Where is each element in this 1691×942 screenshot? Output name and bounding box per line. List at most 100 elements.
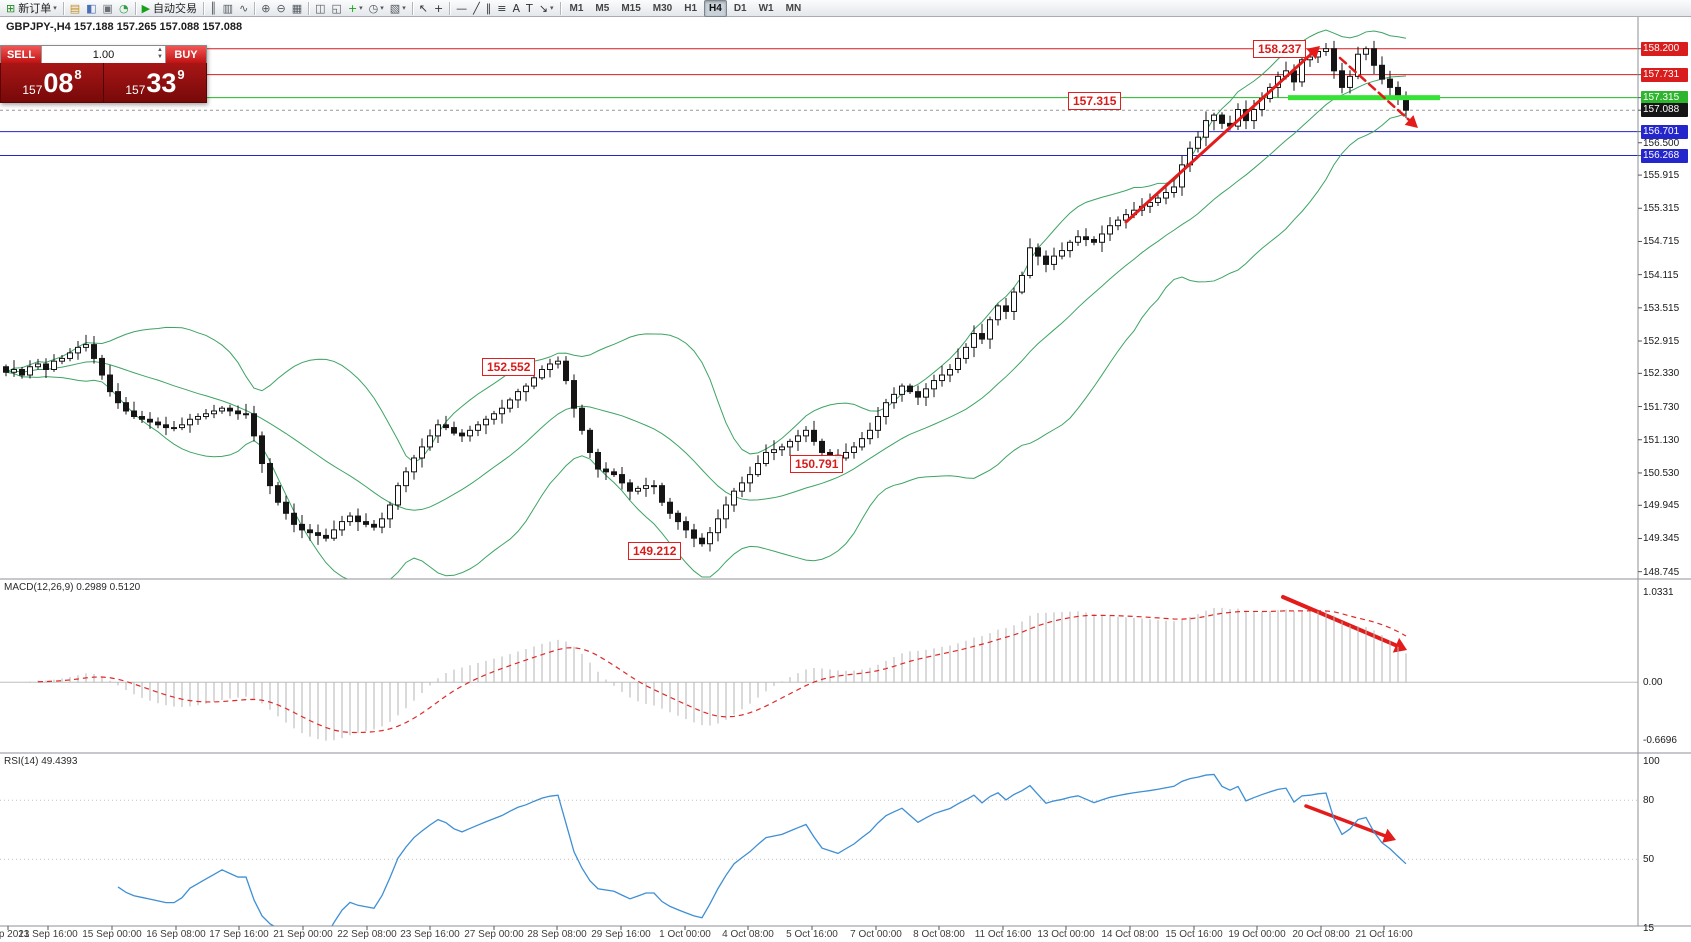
rsi-down-arrow	[1382, 828, 1396, 843]
scale-tick-label: 151.730	[1643, 401, 1680, 413]
price-panel-graphics	[0, 29, 1638, 579]
tile-windows-icon: ◱	[331, 1, 342, 15]
new-order-icon: ⊞	[6, 1, 16, 15]
rsi-panel-graphics	[0, 773, 1638, 926]
crosshair-button[interactable]: +	[431, 1, 446, 16]
text-button[interactable]: A	[510, 1, 524, 16]
caret-down-icon: ▾	[549, 4, 554, 12]
price-badge: 156.701	[1641, 124, 1688, 139]
time-axis-label: 7 Oct 00:00	[850, 929, 902, 940]
periods-button[interactable]: ◷ ▾	[366, 1, 387, 16]
terminal-button[interactable]: ▣	[100, 1, 116, 16]
price-annotation-label: 152.552	[482, 358, 536, 376]
timeframe-m5-button[interactable]: M5	[595, 2, 610, 14]
macd-indicator-label: MACD(12,26,9) 0.2989 0.5120	[4, 582, 141, 593]
price-badge: 158.200	[1641, 41, 1688, 56]
rsi-indicator-label: RSI(14) 49.4393	[4, 756, 78, 767]
volume-value: 1.00	[92, 48, 115, 61]
sell-price[interactable]: 157 08 8	[1, 63, 103, 102]
horizontal-line-icon: —	[456, 1, 468, 15]
new-chart-button[interactable]: ◫	[312, 1, 328, 16]
chart-svg	[0, 17, 1691, 930]
price-badge: 157.088	[1641, 103, 1688, 118]
zoom-out-button[interactable]: ⊖	[274, 1, 289, 16]
timeframe-mn-button[interactable]: MN	[785, 2, 802, 14]
autotrade-icon: ▶	[141, 1, 151, 15]
support-segment	[1288, 95, 1440, 101]
time-axis-label: Sep 2021	[0, 929, 30, 940]
timeframe-m30-button[interactable]: M30	[652, 2, 673, 14]
zoom-in-button[interactable]: ⊕	[258, 1, 273, 16]
bar-chart-button[interactable]: ║	[207, 1, 220, 16]
scale-tick-label: 149.345	[1643, 533, 1680, 545]
timeframe-m1-button[interactable]: M1	[569, 2, 584, 14]
price-annotation-label: 158.237	[1253, 40, 1307, 58]
new-order-button[interactable]: ⊞ 新订单 ▾	[3, 1, 60, 16]
buy-price-pip: 9	[177, 67, 185, 82]
market-watch-button[interactable]: ▤	[67, 1, 83, 16]
volume-up-button[interactable]: ▲	[157, 47, 163, 53]
price-annotation-label: 150.791	[790, 455, 844, 473]
toolbar-separator	[62, 1, 64, 15]
candlestick-chart-icon: ▥	[222, 1, 234, 15]
buy-price-big: 33	[146, 67, 177, 98]
templates-button[interactable]: ▧ ▾	[387, 1, 409, 16]
navigator-icon: ◧	[86, 1, 97, 15]
channel-button[interactable]: ∥	[483, 1, 495, 16]
timeframe-m15-button[interactable]: M15	[621, 2, 641, 14]
horizontal-line-button[interactable]: —	[453, 1, 470, 16]
timeframe-h1-button[interactable]: H1	[684, 2, 698, 14]
scale-tick-label: 148.745	[1643, 566, 1680, 578]
tile-windows-button[interactable]: ◱	[329, 1, 345, 16]
strategy-tester-icon: ◔	[118, 1, 129, 15]
candlestick-chart-button[interactable]: ▥	[220, 1, 236, 16]
zoom-in-icon: ⊕	[261, 1, 271, 15]
scale-tick-label: 149.945	[1643, 500, 1680, 512]
arrows-button[interactable]: ↘ ▾	[536, 1, 557, 16]
new-chart-icon: ◫	[315, 1, 326, 15]
caret-down-icon: ▾	[402, 4, 406, 12]
time-axis-label: 4 Oct 08:00	[722, 929, 774, 940]
time-axis-label: 20 Oct 08:00	[1292, 929, 1350, 940]
volume-steppers: ▲ ▼	[157, 47, 163, 61]
time-axis-label: 28 Sep 08:00	[527, 929, 587, 940]
line-chart-button[interactable]: ∿	[236, 1, 251, 16]
sell-button[interactable]: SELL	[1, 46, 41, 63]
timeframe-d1-button[interactable]: D1	[733, 2, 747, 14]
trendline-button[interactable]: ╱	[470, 1, 483, 16]
sell-price-pip: 8	[74, 67, 82, 82]
autotrade-button-label: 自动交易	[153, 3, 198, 15]
time-axis-label: 19 Oct 00:00	[1228, 929, 1286, 940]
terminal-icon: ▣	[102, 1, 113, 15]
trade-prices-row: 157 08 8 157 33 9	[0, 63, 207, 103]
trendline-icon: ╱	[473, 1, 480, 15]
scale-tick-label: 100	[1643, 756, 1660, 767]
toolbar-separator	[254, 1, 256, 15]
time-axis-label: 14 Oct 08:00	[1101, 929, 1159, 940]
buy-price[interactable]: 157 33 9	[104, 63, 206, 102]
timeframe-h4-button[interactable]: H4	[704, 0, 727, 17]
templates-icon: ▧	[389, 1, 401, 15]
label-button[interactable]: T	[523, 1, 536, 16]
autotrade-button[interactable]: ▶ 自动交易	[139, 1, 200, 16]
toolbar-separator	[134, 1, 136, 15]
volume-input[interactable]: 1.00 ▲ ▼	[41, 46, 166, 63]
grid-button[interactable]: ▦	[289, 1, 305, 16]
cursor-button[interactable]: ↖	[416, 1, 431, 16]
time-axis-label: 23 Sep 16:00	[400, 929, 460, 940]
price-badge: 157.731	[1641, 67, 1688, 82]
scale-tick-label: -0.6696	[1643, 735, 1677, 747]
buy-button[interactable]: BUY	[166, 46, 206, 63]
strategy-tester-button[interactable]: ◔	[116, 1, 132, 16]
fibonacci-button[interactable]: ≡	[494, 1, 509, 16]
indicators-button[interactable]: + ▾	[345, 1, 366, 16]
price-annotation-label: 149.212	[628, 542, 682, 560]
scale-tick-label: 15	[1643, 923, 1655, 935]
text-icon: A	[512, 1, 521, 15]
volume-down-button[interactable]: ▼	[157, 54, 163, 60]
price-annotation-label: 157.315	[1068, 92, 1122, 110]
navigator-button[interactable]: ◧	[83, 1, 99, 16]
timeframe-w1-button[interactable]: W1	[758, 2, 774, 14]
